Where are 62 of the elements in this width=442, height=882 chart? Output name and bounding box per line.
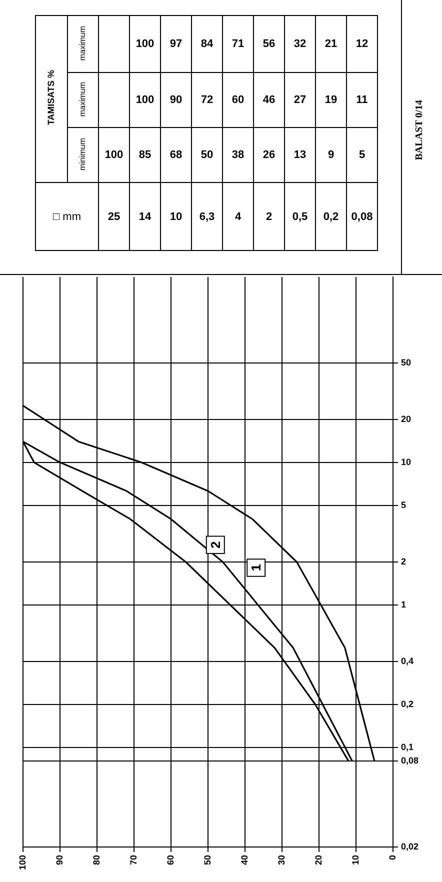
data-label: 84 <box>192 16 222 72</box>
x-tick-label: 0,5 <box>284 182 316 250</box>
y-tick-label: 0,4 <box>401 656 414 666</box>
data-label: 21 <box>316 16 346 72</box>
data-label: 72 <box>192 72 222 128</box>
x-tick-label: 4 <box>222 182 254 250</box>
annotation: 2 <box>208 541 223 549</box>
y-tick-label: 50 <box>401 357 412 368</box>
data-label: 100 <box>130 72 160 128</box>
data-label: 100 <box>98 128 130 182</box>
y-tick-label: 0,2 <box>401 698 414 709</box>
y-tick-label: 0,02 <box>401 841 419 852</box>
x-tick-label: 100 <box>17 855 28 870</box>
text: BALAST 0/14 <box>414 100 425 160</box>
y-tick-label: 10 <box>401 456 412 467</box>
data-label: 26 <box>254 128 284 182</box>
data-label: 38 <box>222 128 254 182</box>
data-label: 71 <box>222 16 254 72</box>
x-tick-label: 0 <box>387 855 398 860</box>
data-label: 60 <box>222 72 254 128</box>
y-tick-label: maximum <box>78 26 88 60</box>
y-tick-label: 1 <box>401 599 406 610</box>
x-tick-label: 10 <box>350 855 360 866</box>
data-label: 11 <box>346 72 378 128</box>
x-tick-label: 90 <box>54 855 64 866</box>
data-label: 46 <box>254 72 284 128</box>
y-axis-title: TAMISATS % <box>46 70 56 126</box>
x-tick-label: 2 <box>254 182 284 250</box>
y-tick-label: 20 <box>401 414 412 424</box>
y-tick-label: maximum <box>78 82 88 116</box>
data-label: 12 <box>346 16 378 72</box>
x-tick-label: 40 <box>239 855 250 866</box>
y-tick-label: 0,1 <box>401 742 414 752</box>
x-tick-label: 25 <box>98 182 130 250</box>
data-label: 90 <box>160 72 192 128</box>
annotation: 1 <box>248 564 264 572</box>
y-tick-label: minimum <box>78 138 88 170</box>
x-tick-label: 50 <box>202 855 212 866</box>
data-label: 97 <box>160 16 192 72</box>
data-label: 50 <box>192 128 222 182</box>
data-label: 9 <box>316 128 346 182</box>
x-tick-label: 30 <box>276 855 286 866</box>
data-label: 56 <box>254 16 284 72</box>
x-tick-label: 14 <box>130 182 160 250</box>
x-tick-label: 6,3 <box>192 182 222 250</box>
x-tick-label: 80 <box>91 855 102 866</box>
y-tick-label: 0,08 <box>401 756 419 766</box>
x-tick-label: 70 <box>128 855 138 866</box>
x-tick-label: 60 <box>165 855 176 866</box>
y-tick-label: 2 <box>401 556 406 566</box>
data-label: 85 <box>130 128 160 182</box>
data-label: 27 <box>284 72 316 128</box>
x-tick-label: 20 <box>313 855 324 866</box>
data-label: 13 <box>284 128 316 182</box>
x-tick-label: 10 <box>160 182 192 250</box>
x-axis-title: □ mm <box>36 182 98 250</box>
data-label: 68 <box>160 128 192 182</box>
x-tick-label: 0,2 <box>316 182 346 250</box>
data-label: 32 <box>284 16 316 72</box>
data-label: 100 <box>130 16 160 72</box>
data-label: 19 <box>316 72 346 128</box>
y-tick-label: 5 <box>401 500 406 510</box>
